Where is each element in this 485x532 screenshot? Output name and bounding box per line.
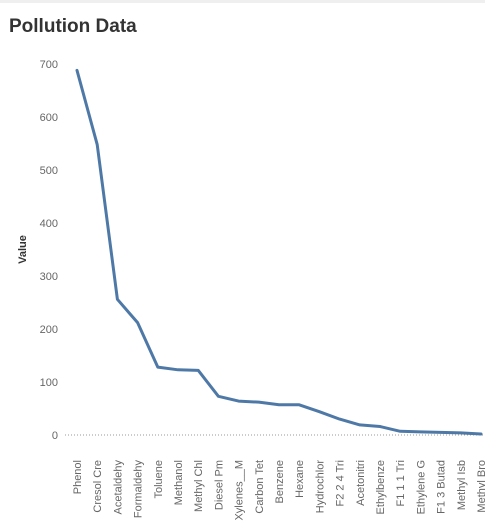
y-axis-title: Value: [17, 235, 29, 264]
x-tick-label: Methyl Chl: [193, 460, 205, 512]
y-tick-label: 700: [40, 59, 58, 71]
y-tick-label: 0: [52, 430, 58, 442]
y-tick-label: 600: [40, 112, 58, 124]
x-axis: Phenol Cresol Cre Acetaldehy Formaldehy Tolu…: [72, 460, 485, 521]
x-tick-label: Ethylene G: [415, 460, 427, 514]
x-tick-label: Acetonitri: [355, 460, 367, 506]
x-tick-label: Methanol: [173, 460, 185, 505]
x-tick-label: Hydrochlor: [314, 460, 326, 514]
y-axis: 0 100 200 300 400 500 600 700 Value: [17, 59, 58, 442]
x-tick-label: F1 3 Butad: [436, 460, 448, 514]
top-divider: [0, 0, 485, 3]
y-tick-label: 100: [40, 377, 58, 389]
x-tick-label: F2 2 4 Tri: [335, 460, 347, 506]
x-tick-label: Diesel Pm: [213, 460, 225, 510]
x-tick-label: Ethylbenze: [375, 460, 387, 514]
x-tick-label: Acetaldehy: [112, 460, 124, 515]
y-tick-label: 400: [40, 218, 58, 230]
x-tick-label: Methyl Bro: [476, 460, 485, 513]
x-tick-label: Benzene: [274, 460, 286, 503]
x-tick-label: Phenol: [72, 460, 84, 494]
y-tick-label: 300: [40, 271, 58, 283]
x-tick-label: Carbon Tet: [254, 460, 266, 514]
series-line: [75, 68, 483, 436]
x-tick-label: Formaldehy: [133, 460, 145, 519]
chart-title: Pollution Data: [9, 16, 137, 37]
x-tick-label: Hexane: [294, 460, 306, 498]
x-tick-label: F1 1 1 Tri: [395, 460, 407, 506]
x-tick-label: Methyl Isb: [456, 460, 468, 510]
y-tick-label: 200: [40, 324, 58, 336]
x-tick-label: Toluene: [153, 460, 165, 499]
y-tick-label: 500: [40, 165, 58, 177]
x-tick-label: Cresol Cre: [92, 460, 104, 513]
x-tick-label: Xylenes__M: [234, 460, 246, 521]
series-group: [75, 68, 483, 436]
